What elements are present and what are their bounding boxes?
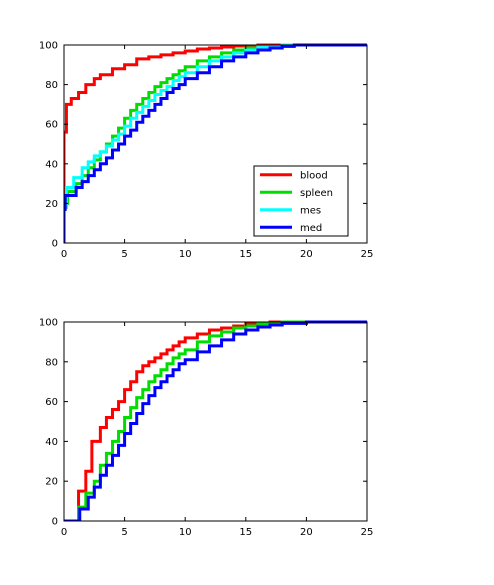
x-tick-label: 0 xyxy=(61,249,67,260)
legend-label-blood: blood xyxy=(300,170,328,181)
x-tick-label: 20 xyxy=(300,527,313,538)
y-tick-label: 0 xyxy=(52,239,58,250)
series-line-series-3 xyxy=(64,320,367,521)
y-tick-label: 60 xyxy=(45,397,58,408)
y-tick-label: 40 xyxy=(45,159,58,170)
y-tick-label: 80 xyxy=(45,357,58,368)
x-tick-label: 25 xyxy=(361,249,374,260)
y-tick-label: 100 xyxy=(39,318,58,329)
chart-1: 0 5 10 15 20 25 0 20 40 60 80 100 blood spleen mes med xyxy=(39,41,373,261)
x-tick-label: 10 xyxy=(179,527,192,538)
axes-box xyxy=(63,321,368,522)
series-line-blood xyxy=(64,43,367,243)
legend-label-spleen: spleen xyxy=(300,188,333,199)
charts: 0 5 10 15 20 25020406080100bloodspleenmesmed0… xyxy=(39,41,373,539)
plot-area xyxy=(64,322,367,521)
legend-label-med: med xyxy=(300,223,322,234)
series-line-series-2 xyxy=(64,320,367,521)
series-line-spleen xyxy=(64,43,367,243)
y-tick-label: 20 xyxy=(45,477,58,488)
series-group xyxy=(64,43,367,243)
y-tick-label: 80 xyxy=(45,80,58,91)
x-tick-label: 15 xyxy=(239,249,252,260)
series-line-med xyxy=(64,43,367,243)
axes-box xyxy=(63,44,368,244)
y-tick-label: 20 xyxy=(45,199,58,210)
series-line-mes xyxy=(64,43,367,243)
legend: blood spleen mes med xyxy=(253,165,349,237)
chart-2: 0 5 10 15 20 25 0 20 40 60 80 100 xyxy=(39,318,373,539)
x-tick-label: 10 xyxy=(179,249,192,260)
series-group xyxy=(64,320,367,521)
x-tick-label: 20 xyxy=(300,249,313,260)
y-tick-label: 40 xyxy=(45,437,58,448)
x-tick-label: 25 xyxy=(361,527,374,538)
x-tick-label: 5 xyxy=(121,249,127,260)
legend-box xyxy=(253,165,349,237)
x-tick-label: 15 xyxy=(239,527,252,538)
x-tick-label: 5 xyxy=(121,527,127,538)
x-tick-label: 0 xyxy=(61,527,67,538)
legend-label-mes: mes xyxy=(300,205,321,216)
y-tick-label: 0 xyxy=(52,517,58,528)
series-line-series-1 xyxy=(64,320,367,521)
y-tick-label: 100 xyxy=(39,41,58,52)
y-tick-label: 60 xyxy=(45,120,58,131)
